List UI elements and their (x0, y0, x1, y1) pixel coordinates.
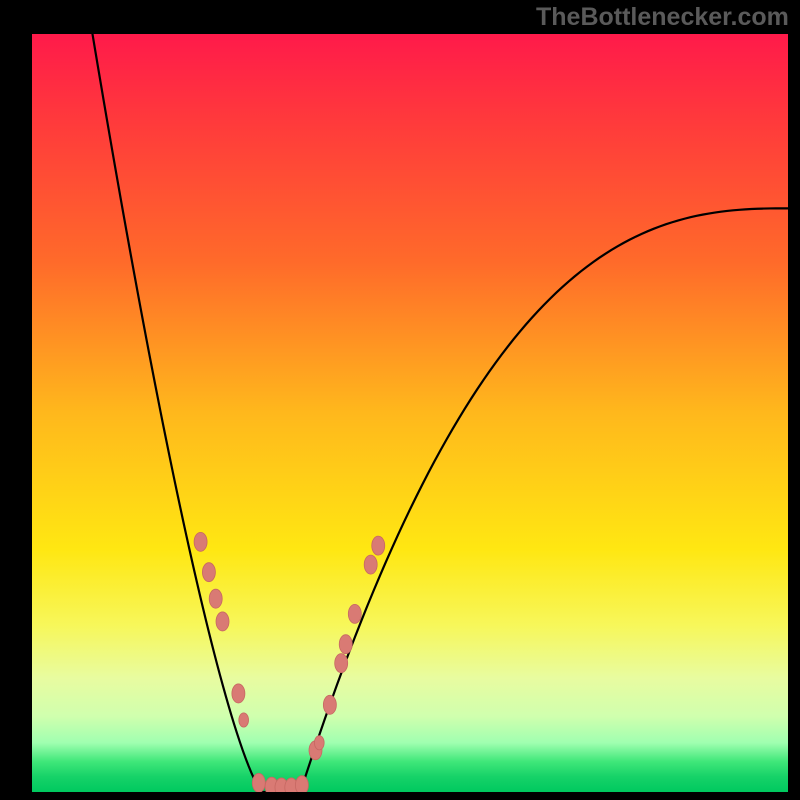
data-marker (339, 635, 352, 654)
data-marker (202, 563, 215, 582)
data-marker (335, 654, 348, 673)
data-marker (348, 604, 361, 623)
data-marker (364, 555, 377, 574)
chart-svg (32, 34, 788, 792)
data-marker (209, 589, 222, 608)
watermark-text: TheBottlenecker.com (536, 3, 789, 32)
data-marker (295, 776, 308, 792)
data-marker (323, 695, 336, 714)
data-marker (194, 532, 207, 551)
data-marker (314, 736, 324, 750)
data-marker (252, 773, 265, 792)
data-marker (216, 612, 229, 631)
data-marker (239, 713, 249, 727)
chart-plot-area (32, 34, 788, 792)
data-marker (372, 536, 385, 555)
data-marker (232, 684, 245, 703)
